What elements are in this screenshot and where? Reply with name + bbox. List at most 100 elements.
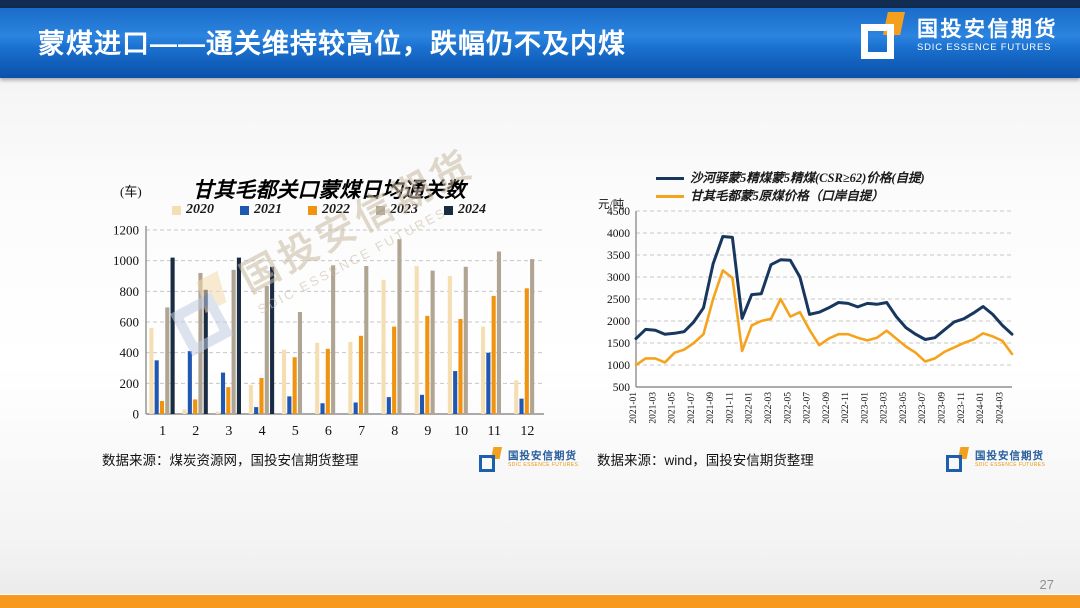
svg-text:2021-01: 2021-01: [629, 391, 639, 423]
legend-item-2024: 2024: [444, 202, 486, 218]
legend-swatch: [172, 205, 181, 215]
svg-text:6: 6: [325, 424, 332, 439]
svg-text:2023-09: 2023-09: [938, 391, 948, 423]
svg-text:0: 0: [133, 407, 140, 422]
svg-text:1200: 1200: [113, 223, 139, 238]
svg-text:1500: 1500: [607, 338, 630, 350]
svg-text:2022-05: 2022-05: [783, 391, 793, 423]
svg-text:8: 8: [391, 424, 398, 439]
svg-text:2023-05: 2023-05: [899, 391, 909, 423]
legend-label: 2020: [186, 202, 214, 217]
svg-text:2000: 2000: [607, 316, 630, 328]
svg-text:2023-03: 2023-03: [880, 391, 890, 423]
svg-text:2024-03: 2024-03: [995, 391, 1005, 423]
legend-label: 沙河驿蒙5精煤蒙5精煤(CSR≥62)价格(自提): [690, 171, 925, 185]
svg-text:500: 500: [613, 382, 631, 394]
legend-swatch: [240, 205, 249, 215]
legend-swatch: [444, 205, 453, 215]
svg-text:4000: 4000: [607, 228, 630, 240]
svg-text:5: 5: [292, 424, 299, 439]
mini-logo-icon: [479, 447, 503, 472]
svg-text:3: 3: [225, 424, 232, 439]
line-chart-unit-label: 元/吨: [598, 199, 625, 211]
svg-text:2022-11: 2022-11: [841, 391, 851, 423]
svg-text:400: 400: [120, 345, 140, 360]
mini-logo-text: 国投安信期货 SDIC ESSENCE FUTURES: [975, 451, 1045, 468]
svg-text:3500: 3500: [607, 250, 630, 262]
svg-text:2021-07: 2021-07: [687, 391, 697, 423]
svg-text:200: 200: [120, 376, 140, 391]
svg-text:11: 11: [488, 424, 501, 439]
bar-chart-panel: (车) 甘其毛都关口蒙煤日均通关数 2020 2021 2022 2023 2024 0…: [98, 174, 560, 449]
svg-text:4500: 4500: [607, 206, 630, 218]
svg-text:2021-05: 2021-05: [668, 391, 678, 423]
legend-line-swatch: [656, 194, 684, 198]
legend-item: 甘其毛都蒙5原煤价格（口岸自提）: [656, 188, 1028, 204]
brand-name-cn: 国投安信期货: [917, 18, 1058, 42]
svg-text:2023-07: 2023-07: [918, 391, 928, 423]
legend-label: 甘其毛都蒙5原煤价格（口岸自提）: [690, 189, 884, 204]
mini-logo-icon: [946, 447, 970, 472]
bar-chart-legend: 2020 2021 2022 2023 2024: [98, 200, 560, 220]
header-top-strip: [0, 0, 1080, 8]
svg-text:1000: 1000: [113, 253, 139, 268]
mini-brand-en: SDIC ESSENCE FUTURES: [508, 462, 579, 468]
svg-text:2022-09: 2022-09: [822, 391, 832, 423]
bar-chart-source: 数据来源：煤炭资源网，国投安信期货整理: [102, 453, 359, 468]
svg-text:7: 7: [358, 424, 365, 439]
mini-logo-fold-icon: [491, 447, 502, 459]
svg-text:800: 800: [120, 284, 140, 299]
bar-chart-title-row: (车) 甘其毛都关口蒙煤日均通关数: [98, 174, 560, 202]
legend-label: 2024: [458, 202, 486, 217]
mini-brand-cn: 国投安信期货: [975, 450, 1044, 462]
legend-swatch: [376, 205, 385, 215]
legend-item: 沙河驿蒙5精煤蒙5精煤(CSR≥62)价格(自提): [656, 170, 1028, 186]
legend-item-2021: 2021: [240, 202, 282, 218]
bar-chart-source-logo: 国投安信期货 SDIC ESSENCE FUTURES: [479, 447, 578, 472]
mini-logo-fold-icon: [958, 447, 969, 459]
brand-name-en: SDIC ESSENCE FUTURES: [917, 42, 1052, 54]
svg-text:2022-03: 2022-03: [764, 391, 774, 423]
svg-text:600: 600: [120, 315, 140, 330]
line-chart-source-logo: 国投安信期货 SDIC ESSENCE FUTURES: [946, 447, 1045, 472]
mini-brand-en: SDIC ESSENCE FUTURES: [975, 462, 1046, 468]
svg-text:2021-03: 2021-03: [648, 391, 658, 423]
legend-label: 2023: [390, 202, 418, 217]
logo-box-icon: [861, 24, 894, 59]
svg-text:1000: 1000: [607, 360, 630, 372]
legend-item-2023: 2023: [376, 202, 418, 218]
svg-text:1: 1: [159, 424, 166, 439]
legend-label: 2021: [254, 202, 282, 217]
svg-text:2023-11: 2023-11: [957, 391, 967, 423]
svg-text:4: 4: [259, 424, 266, 439]
bar-chart-title: 甘其毛都关口蒙煤日均通关数: [192, 178, 466, 202]
line-chart-canvas: 500 1000 1500 2000 2500 3000 3500 4000 4500 2021-…: [607, 206, 1014, 423]
svg-text:2500: 2500: [607, 294, 630, 306]
svg-text:2: 2: [192, 424, 199, 439]
svg-text:2024-01: 2024-01: [976, 391, 986, 423]
line-chart-panel: 元/吨 沙河驿蒙5精煤蒙5精煤(CSR≥62)价格(自提) 甘其毛都蒙5原煤价格（…: [594, 170, 1028, 442]
svg-text:9: 9: [424, 424, 431, 439]
line-chart-source: 数据来源：wind，国投安信期货整理: [597, 453, 814, 468]
svg-text:2021-09: 2021-09: [706, 391, 716, 423]
legend-item-2022: 2022: [308, 202, 350, 218]
brand-logo-text: 国投安信期货 SDIC ESSENCE FUTURES: [917, 18, 1058, 54]
svg-text:2022-01: 2022-01: [745, 391, 755, 423]
legend-label: 2022: [322, 202, 350, 217]
brand-logo-icon: [861, 12, 907, 60]
svg-text:12: 12: [520, 424, 534, 439]
svg-text:2021-11: 2021-11: [725, 391, 735, 423]
mini-brand-cn: 国投安信期货: [508, 450, 577, 462]
legend-line-swatch: [656, 176, 684, 180]
bar-chart-unit-label: (车): [120, 184, 142, 199]
mini-logo-box-icon: [479, 455, 495, 472]
bottom-accent-bar: [0, 594, 1080, 608]
mini-logo-text: 国投安信期货 SDIC ESSENCE FUTURES: [508, 451, 578, 468]
line-chart-legend: 沙河驿蒙5精煤蒙5精煤(CSR≥62)价格(自提) 甘其毛都蒙5原煤价格（口岸自提…: [656, 170, 1028, 205]
slide-title: 蒙煤进口——通关维持较高位，跌幅仍不及内煤: [38, 29, 626, 59]
page-number: 27: [1039, 577, 1054, 592]
brand-logo: 国投安信期货 SDIC ESSENCE FUTURES: [861, 12, 1058, 60]
mini-logo-box-icon: [946, 455, 962, 472]
